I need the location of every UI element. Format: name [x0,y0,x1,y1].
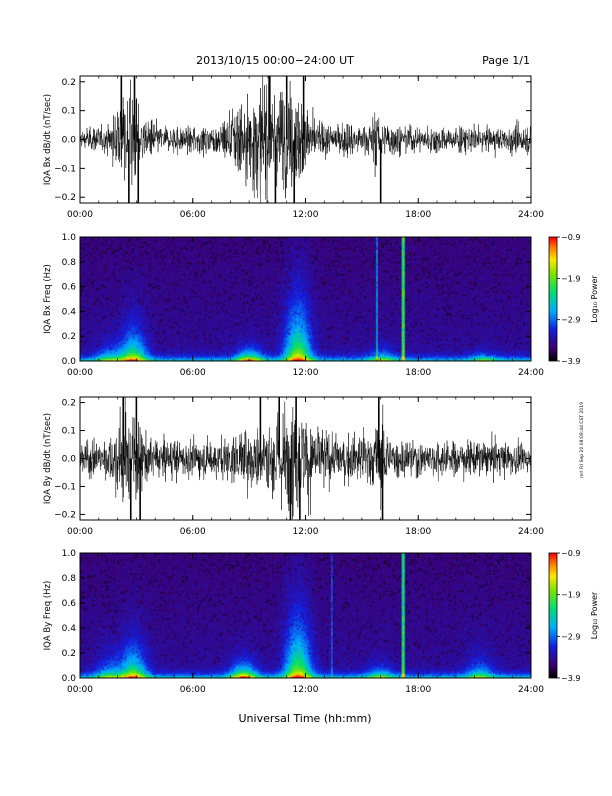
x-tick-label: 18:00 [405,210,431,220]
y-tick-label: 0.2 [62,332,76,342]
colorbar-tick-label: −3.9 [561,674,580,683]
y-tick-label: 0.8 [62,258,77,268]
y-tick-label: 1.0 [62,233,77,243]
colorbar-label: Log₁₀ Power [590,591,599,639]
y-axis-label: IQA By Freq (Hz) [43,581,53,651]
y-tick-label: 0.0 [62,136,77,146]
y-tick-label: 0.6 [62,599,77,609]
x-tick-label: 06:00 [180,685,206,695]
colorbar-tick-label: −0.9 [561,233,580,242]
y-tick-label: 0.1 [62,107,76,117]
x-tick-label: 24:00 [518,685,544,695]
x-tick-label: 24:00 [518,210,544,220]
colorbar-3 [549,553,557,678]
x-tick-label: 06:00 [180,368,206,378]
colorbar-tick-label: −2.9 [561,632,580,641]
y-tick-label: −0.1 [54,482,76,492]
x-tick-label: 12:00 [293,210,319,220]
page-number: Page 1/1 [482,54,530,67]
y-tick-label: 0.1 [62,427,76,437]
colorbar-1 [549,237,557,361]
y-tick-label: −0.1 [54,164,76,174]
y-axis-label: IQA By dB/dt (nT/sec) [43,413,53,504]
y-tick-label: −0.2 [54,510,76,520]
x-tick-label: 06:00 [180,210,206,220]
y-tick-label: 1.0 [62,549,77,559]
y-axis-label: IQA Bx dB/dt (nT/sec) [43,94,53,185]
x-tick-label: 24:00 [518,368,544,378]
trace-path [80,397,531,520]
colorbar-label: Log₁₀ Power [590,275,599,323]
x-tick-label: 12:00 [293,685,319,695]
x-tick-label: 00:00 [67,527,93,537]
y-tick-label: 0.4 [62,624,77,634]
colorbar-frame [548,552,558,679]
x-tick-label: 06:00 [180,527,206,537]
colorbar-tick-label: −1.9 [561,274,580,283]
colorbar-tick-label: −1.9 [561,591,580,600]
y-tick-label: 0.6 [62,283,77,293]
y-tick-label: 0.2 [62,399,76,409]
y-tick-label: 0.8 [62,574,77,584]
spectrogram-image-1 [80,237,531,361]
x-tick-label: 18:00 [405,527,431,537]
dbdt-trace-0 [80,76,531,203]
y-tick-label: −0.2 [54,193,76,203]
colorbar-tick-label: −0.9 [561,549,580,558]
x-tick-label: 12:00 [293,368,319,378]
x-tick-label: 18:00 [405,368,431,378]
y-tick-label: 0.0 [62,357,77,367]
dbdt-trace-2 [80,397,531,520]
figure-title: 2013/10/15 00:00−24:00 UT [196,54,354,67]
y-tick-label: 0.0 [62,674,77,684]
spectrogram-image-3 [80,553,531,678]
y-tick-label: 0.0 [62,455,77,465]
colorbar-tick-label: −3.9 [561,357,580,366]
side-note: mrl Fri Sep 20 08:09:44 CST 2019 [579,402,585,478]
y-axis-label: IQA Bx Freq (Hz) [43,264,53,334]
x-tick-label: 00:00 [67,368,93,378]
x-tick-label: 18:00 [405,685,431,695]
y-tick-label: 0.2 [62,649,76,659]
x-tick-label: 00:00 [67,685,93,695]
trace-path [80,76,531,203]
x-axis-label: Universal Time (hh:mm) [239,712,372,725]
x-tick-label: 00:00 [67,210,93,220]
colorbar-frame [548,236,558,362]
x-tick-label: 24:00 [518,527,544,537]
y-tick-label: 0.2 [62,78,76,88]
y-tick-label: 0.4 [62,307,77,317]
x-tick-label: 12:00 [293,527,319,537]
colorbar-tick-label: −2.9 [561,316,580,325]
